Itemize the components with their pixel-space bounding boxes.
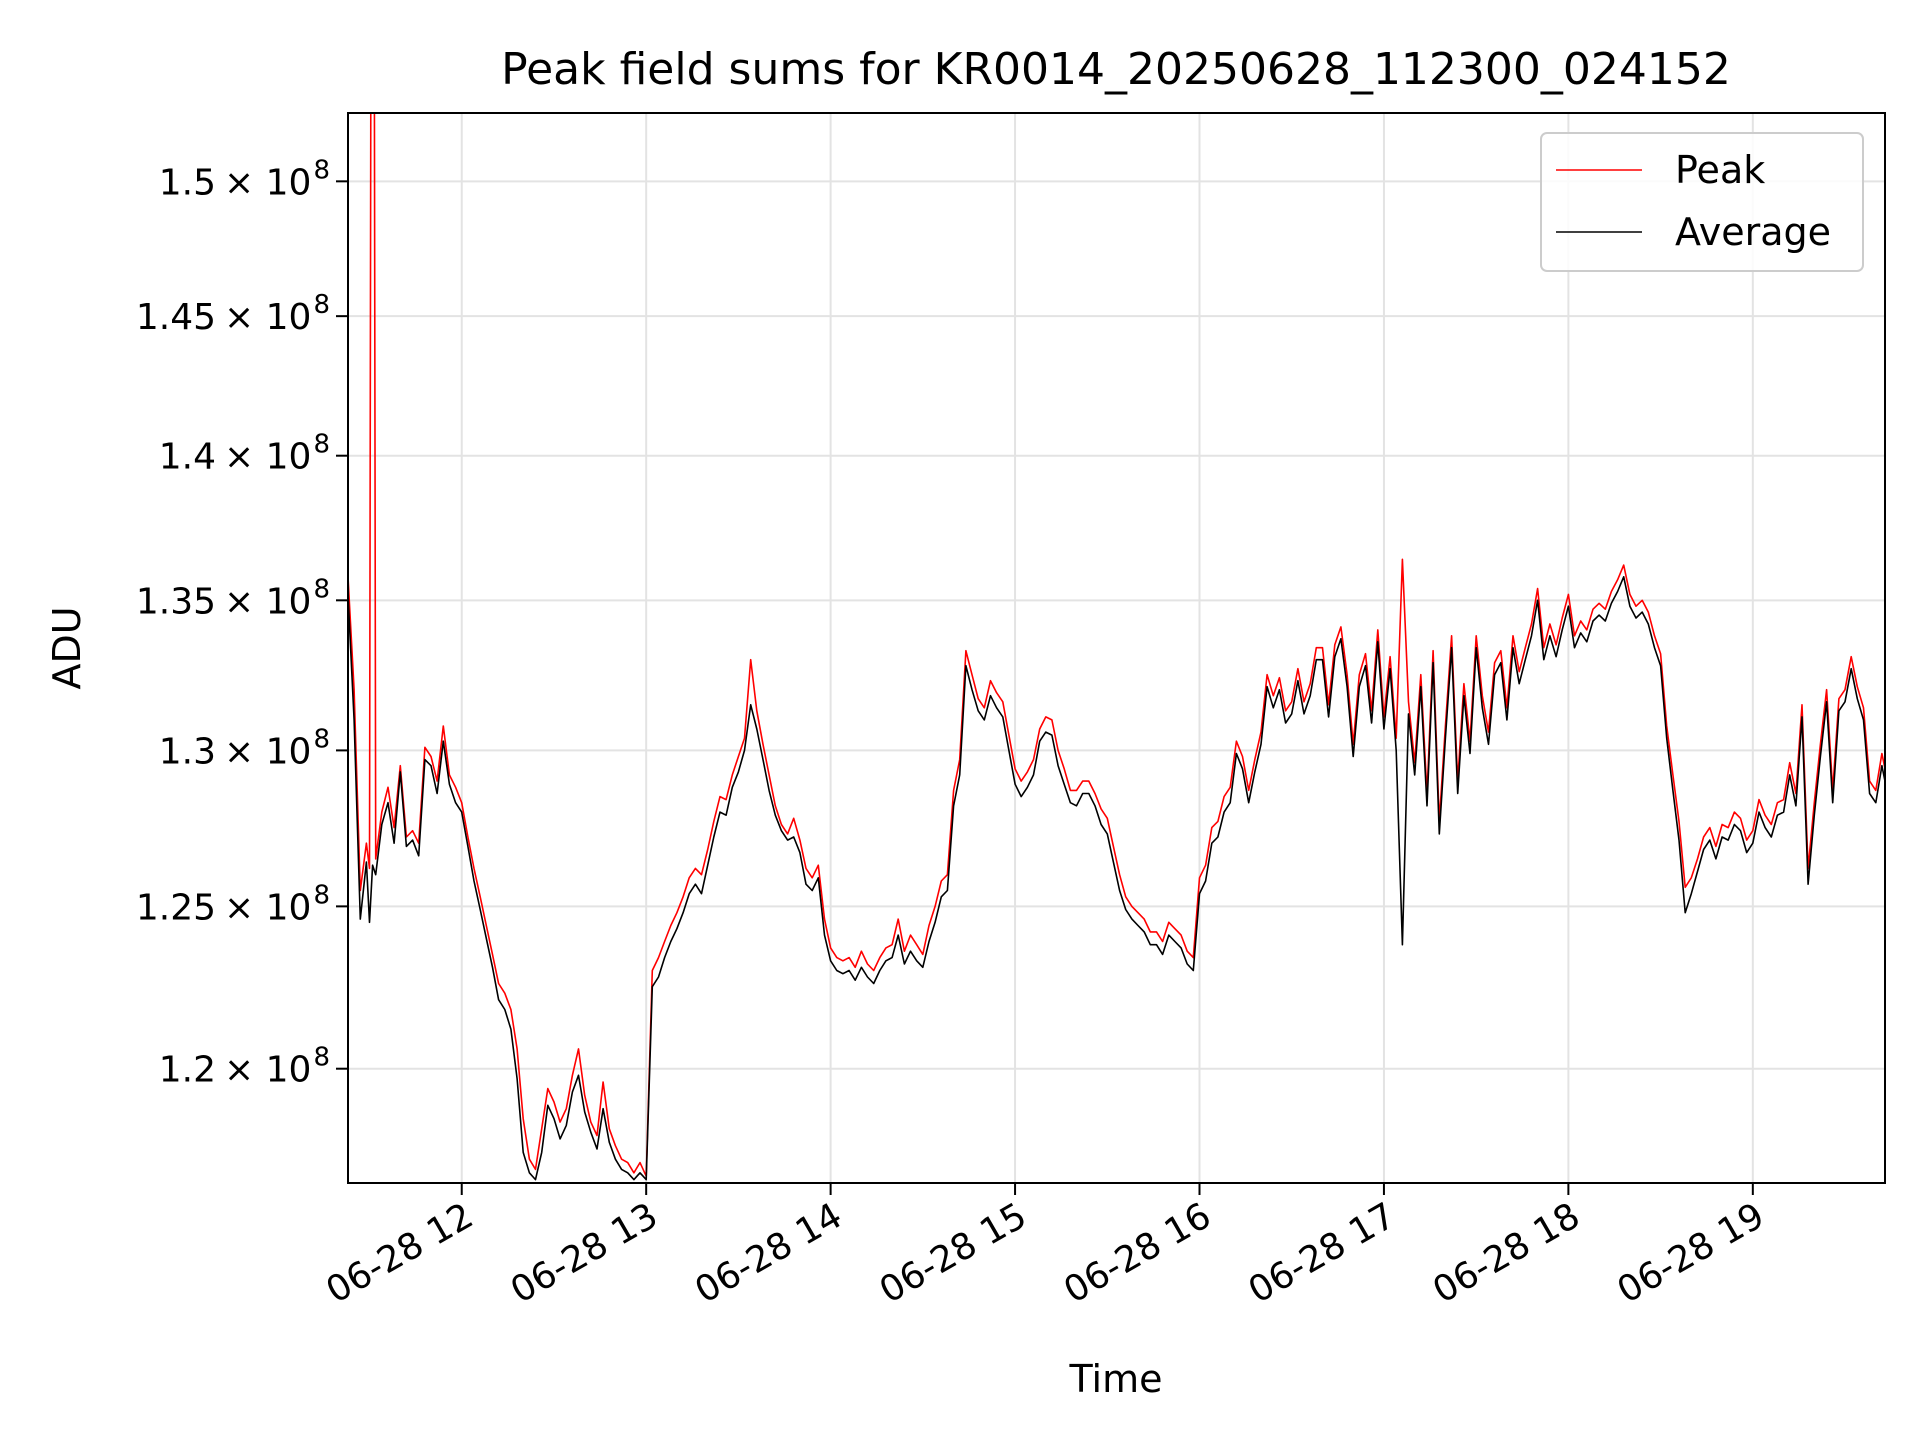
grid	[348, 113, 1885, 1183]
y-tick-base: × 10	[224, 1050, 311, 1091]
y-tick-base: × 10	[224, 297, 311, 338]
y-tick-base: × 10	[224, 581, 311, 622]
plot-frame	[347, 112, 1886, 1184]
y-tick-base: × 10	[224, 731, 311, 772]
y-tick-exponent: 8	[313, 155, 330, 185]
y-tick-exponent: 8	[313, 1043, 330, 1073]
y-tick-exponent: 8	[313, 430, 330, 460]
y-tick-base: × 10	[224, 887, 311, 928]
y-tick-label: 1.2 × 108	[159, 1043, 330, 1091]
y-tick-label: 1.25 × 108	[136, 880, 330, 928]
y-tick-label: 1.4 × 108	[159, 430, 330, 478]
series-layer	[348, 113, 1885, 1181]
y-tick-mantissa: 1.25	[136, 887, 216, 928]
y-tick-mantissa: 1.45	[136, 297, 216, 338]
chart-title: Peak field sums for KR0014_20250628_1123…	[501, 44, 1731, 95]
y-tick-label: 1.5 × 108	[159, 155, 330, 203]
y-tick-mantissa: 1.2	[159, 1050, 216, 1091]
y-tick-mantissa: 1.3	[159, 731, 216, 772]
y-tick-mantissa: 1.5	[159, 162, 216, 203]
y-tick-label: 1.35 × 108	[136, 574, 330, 622]
legend: Peak Average	[1540, 132, 1864, 272]
legend-label-peak: Peak	[1675, 148, 1765, 192]
series-line-average	[348, 576, 1885, 1181]
legend-box	[1540, 132, 1864, 272]
y-tick-mantissa: 1.35	[136, 581, 216, 622]
y-tick-exponent: 8	[313, 574, 330, 604]
series-line-peak	[348, 113, 1885, 1177]
y-tick-base: × 10	[224, 162, 311, 203]
y-tick-label: 1.45 × 108	[136, 290, 330, 338]
y-tick-label: 1.3 × 108	[159, 724, 330, 772]
x-axis-label: Time	[1069, 1357, 1163, 1401]
y-tick-exponent: 8	[313, 880, 330, 910]
y-tick-exponent: 8	[313, 724, 330, 754]
y-axis-label: ADU	[45, 606, 89, 689]
y-tick-exponent: 8	[313, 290, 330, 320]
legend-label-average: Average	[1675, 210, 1831, 254]
y-tick-mantissa: 1.4	[159, 437, 216, 478]
y-tick-base: × 10	[224, 437, 311, 478]
